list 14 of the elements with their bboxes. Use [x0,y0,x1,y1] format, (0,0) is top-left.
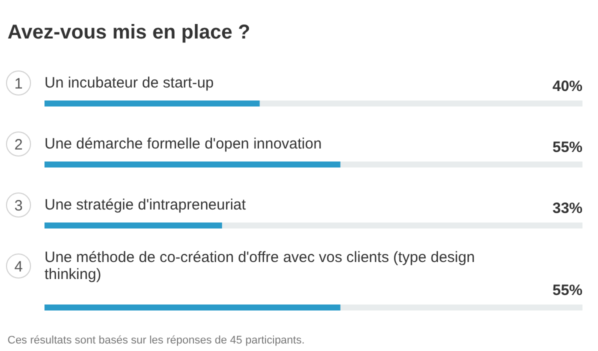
text: 3 [14,198,23,214]
y-tick-label: Une méthode de co-création d'offre avec vos clients (type design thinking) [44,249,475,283]
y-tick-label: Un incubateur de start-up [44,74,214,92]
y-tick-label: Une démarche formelle d'open innovation [44,136,322,152]
chart-title: Avez-vous mis en place ? [8,22,250,44]
text: Ces résultats sont basés sur les réponses de 45 participants. [8,334,305,346]
text: 4 [14,258,23,276]
y-tick-label: Une stratégie d'intrapreneuriat [44,196,247,214]
data-label: 33% [552,200,583,217]
data-label: 55% [552,282,583,299]
text: 1 [14,76,23,92]
data-label: 40% [552,78,583,95]
text: 2 [14,136,23,154]
data-label: 55% [552,139,583,156]
